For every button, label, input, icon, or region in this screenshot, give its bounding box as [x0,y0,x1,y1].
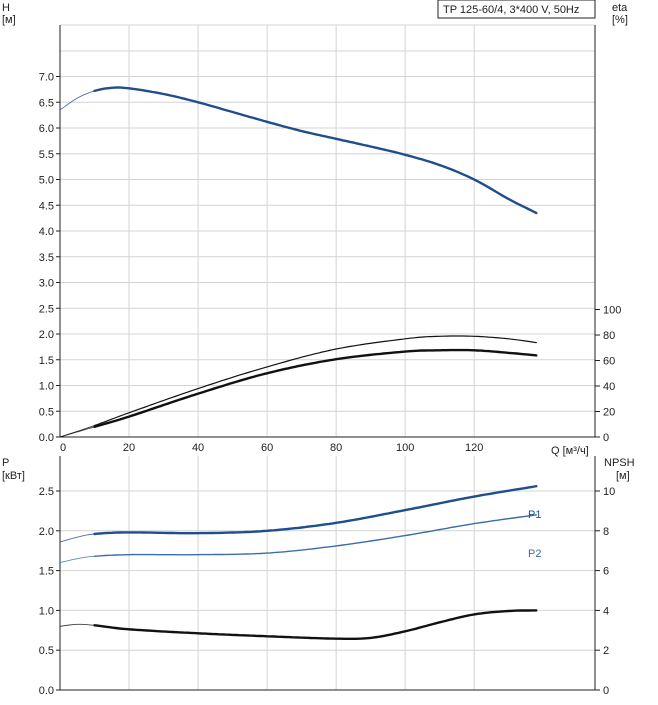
right-tick-label: 4 [603,605,609,617]
right-tick-label: 60 [603,356,615,368]
chart-title: TP 125-60/4, 3*400 V, 50Hz [443,4,579,16]
x-tick-label: 40 [192,442,204,454]
right-tick-label: 2 [603,645,609,657]
upper-chart: 0 20 40 60 80 100 120 0.0 0.5 1.0 1.5 2.0 2.5 3.0 3.5 4… [39,24,621,454]
left-tick-label: 2.5 [39,486,54,498]
left-tick-label: 3.0 [39,278,54,290]
p1-curve-extension [59,533,95,543]
left-tick-label: 4.5 [39,200,54,212]
left-tick-label: 4.0 [39,226,54,238]
left-tick-label: 7.0 [39,72,54,84]
right-tick-label: 80 [603,330,615,342]
left-tick-label: 1.0 [39,605,54,617]
p2-curve-extension [59,555,95,564]
right-tick-label: 40 [603,381,615,393]
eta_outer-curve [93,335,537,427]
p1-curve [93,485,538,536]
right-tick-label: 100 [603,305,621,317]
left-tick-label: 1.5 [39,566,54,578]
left-tick-label: 3.5 [39,252,54,264]
left-tick-label: 0.0 [39,432,54,444]
x-tick-label: 0 [60,442,66,454]
q-axis-label: Q [м³/ч] [551,445,589,457]
right-tick-label: 0 [603,685,609,697]
left-tick-label: 0.5 [39,645,54,657]
npsh-axis-unit: [м] [616,470,630,482]
eta-axis-unit: [%] [612,14,628,26]
p-axis-label: P [2,457,9,469]
left-tick-label: 0.5 [39,406,54,418]
npsh-axis-label: NPSH [604,457,635,469]
h-axis-label: H [2,2,10,14]
left-tick-label: 5.5 [39,149,54,161]
x-tick-label: 20 [123,442,135,454]
x-tick-label: 120 [465,442,483,454]
x-tick-label: 80 [330,442,342,454]
x-tick-label: 60 [261,442,273,454]
p2-curve [93,514,537,557]
right-tick-label: 0 [603,432,609,444]
p1-series-label: P1 [528,509,541,521]
h-axis-unit: [м] [2,14,16,26]
left-tick-label: 0.0 [39,685,54,697]
left-tick-label: 6.0 [39,123,54,135]
left-tick-label: 6.5 [39,97,54,109]
right-tick-label: 6 [603,566,609,578]
x-tick-label: 100 [396,442,414,454]
eta-curve-extension [59,426,95,438]
h-curve [93,86,538,215]
p2-series-label: P2 [528,548,541,560]
left-tick-label: 5.0 [39,175,54,187]
lower-chart: 0.0 0.5 1.0 1.5 2.0 2.5 0 2 4 6 8 10 [39,456,615,697]
right-tick-label: 10 [603,486,615,498]
eta-curve [93,348,538,428]
p-axis-unit: [кВт] [2,470,25,482]
npsh-curve [93,609,538,640]
right-tick-label: 20 [603,407,615,419]
eta-axis-label: eta [612,2,628,14]
left-tick-label: 2.0 [39,526,54,538]
left-tick-label: 2.5 [39,303,54,315]
h-curve-extension [59,90,95,111]
chart-title-box [437,0,596,19]
npsh-curve-extension [59,623,95,627]
left-tick-label: 1.5 [39,355,54,367]
left-tick-label: 2.0 [39,329,54,341]
left-tick-label: 1.0 [39,381,54,393]
right-tick-label: 8 [603,526,609,538]
